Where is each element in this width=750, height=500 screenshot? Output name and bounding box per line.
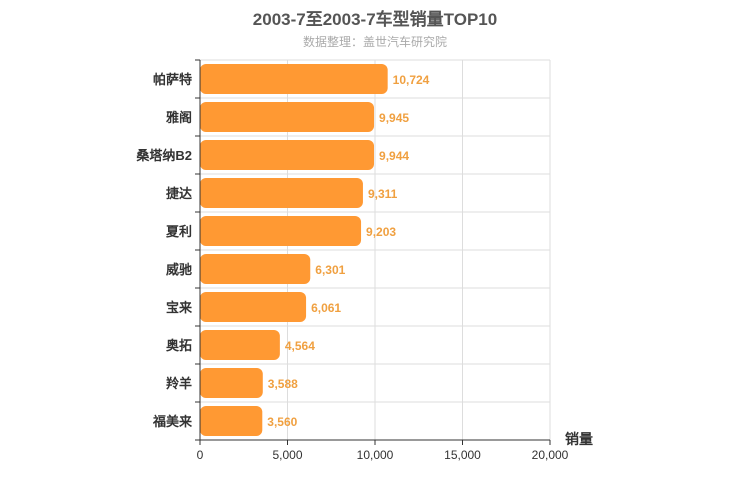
value-label-4: 9,203 bbox=[366, 225, 396, 239]
x-tick-label-0: 0 bbox=[197, 448, 204, 462]
value-label-5: 6,301 bbox=[315, 263, 345, 277]
category-label-8: 羚羊 bbox=[166, 376, 192, 391]
value-label-3: 9,311 bbox=[368, 187, 398, 201]
value-label-0: 10,724 bbox=[393, 73, 430, 87]
category-label-4: 夏利 bbox=[165, 224, 192, 239]
category-label-2: 桑塔纳B2 bbox=[135, 148, 192, 163]
value-label-6: 6,061 bbox=[311, 301, 341, 315]
value-label-1: 9,945 bbox=[379, 111, 409, 125]
bar-5[interactable] bbox=[200, 254, 311, 284]
category-label-5: 威驰 bbox=[166, 262, 192, 277]
bar-9[interactable] bbox=[200, 406, 263, 436]
category-label-7: 奥拓 bbox=[166, 338, 192, 353]
chart-subtitle: 数据整理：盖世汽车研究院 bbox=[302, 35, 447, 49]
value-label-7: 4,564 bbox=[285, 339, 315, 353]
x-tick-label-3: 15,000 bbox=[444, 448, 481, 462]
bar-7[interactable] bbox=[200, 330, 280, 360]
bar-0[interactable] bbox=[200, 64, 388, 94]
category-label-1: 雅阁 bbox=[166, 110, 192, 125]
x-tick-label-1: 5,000 bbox=[272, 448, 302, 462]
bar-2[interactable] bbox=[200, 140, 375, 170]
value-label-9: 3,560 bbox=[267, 415, 297, 429]
category-label-9: 福美来 bbox=[152, 414, 193, 429]
bar-3[interactable] bbox=[200, 178, 363, 208]
value-label-2: 9,944 bbox=[379, 149, 409, 163]
category-label-6: 宝来 bbox=[166, 300, 193, 315]
bar-4[interactable] bbox=[200, 216, 362, 246]
bar-8[interactable] bbox=[200, 368, 263, 398]
bar-1[interactable] bbox=[200, 102, 375, 132]
x-tick-label-2: 10,000 bbox=[357, 448, 394, 462]
bar-6[interactable] bbox=[200, 292, 307, 322]
category-label-3: 捷达 bbox=[166, 186, 192, 201]
chart-title: 2003-7至2003-7车型销量TOP10 bbox=[252, 10, 498, 29]
value-label-8: 3,588 bbox=[268, 377, 298, 391]
x-tick-label-4: 20,000 bbox=[532, 448, 569, 462]
category-label-0: 帕萨特 bbox=[153, 72, 192, 87]
x-axis-title: 销量 bbox=[565, 431, 593, 447]
